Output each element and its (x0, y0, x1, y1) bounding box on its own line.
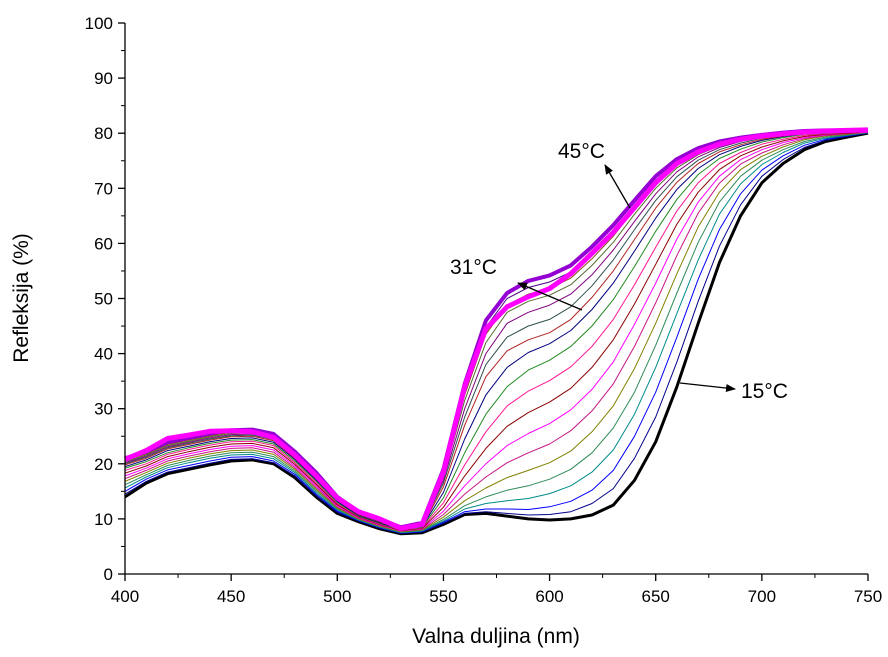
x-tick-label: 750 (854, 587, 882, 606)
annotation-arrow-31 (517, 282, 583, 311)
annotation-31c: 31°C (450, 256, 497, 279)
x-tick-label: 550 (429, 587, 457, 606)
y-tick-label: 20 (94, 455, 113, 474)
annotation-15c: 15°C (741, 380, 788, 403)
annotation-arrow-15 (679, 382, 736, 393)
series-line-0 (124, 131, 869, 536)
series-line-12 (124, 129, 869, 530)
series-line-1 (124, 132, 869, 534)
series-line-9 (124, 131, 869, 531)
series-line-7 (124, 131, 869, 532)
y-axis-title: Refleksija (%) (10, 233, 33, 363)
series-line-2 (124, 132, 869, 534)
axes (118, 22, 869, 581)
y-tick-label: 50 (94, 290, 113, 309)
y-tick-label: 0 (104, 565, 113, 584)
y-tick-label: 40 (94, 345, 113, 364)
x-tick-label: 450 (217, 587, 245, 606)
series-line-11 (124, 130, 869, 530)
series-line-8 (124, 131, 869, 531)
y-tick-label: 80 (94, 124, 113, 143)
x-tick-label: 650 (642, 587, 670, 606)
annotation-arrow-45 (604, 164, 631, 209)
y-tick-label: 100 (85, 14, 113, 33)
y-tick-label: 70 (94, 179, 113, 198)
x-axis-title: Valna duljina (nm) (412, 625, 580, 648)
series-line-13 (124, 129, 869, 530)
x-tick-label: 600 (535, 587, 563, 606)
y-tick-label: 10 (94, 510, 113, 529)
series-line-4 (124, 132, 869, 533)
series-line-10 (124, 130, 869, 531)
series-line-5 (124, 131, 869, 533)
series-line-6 (124, 131, 869, 532)
annotation-45c: 45°C (558, 140, 605, 163)
x-tick-label: 400 (111, 587, 139, 606)
x-tick-label: 700 (748, 587, 776, 606)
x-tick-label: 500 (323, 587, 351, 606)
y-tick-label: 60 (94, 234, 113, 253)
annotations: 45°C 31°C 15°C (450, 140, 788, 403)
series-line-3 (124, 132, 869, 534)
series-group (124, 127, 869, 536)
tick-labels: 400 450 500 550 600 650 700 750 0 10 20 30 40 50 60 70 8… (85, 14, 883, 606)
y-tick-label: 30 (94, 400, 113, 419)
series-line-19 (124, 127, 869, 531)
y-tick-label: 90 (94, 69, 113, 88)
